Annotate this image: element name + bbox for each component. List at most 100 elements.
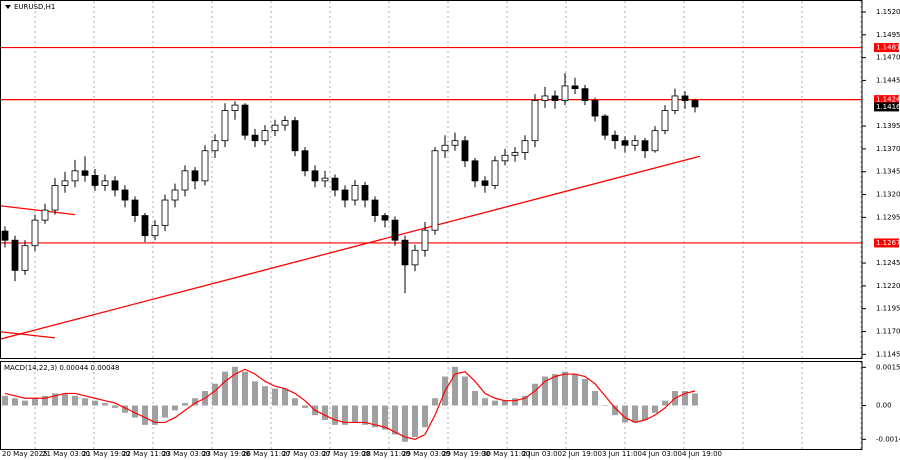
macd-histogram-bar — [72, 395, 78, 406]
candle-body — [151, 225, 159, 237]
macd-histogram-bar — [572, 374, 578, 406]
macd-histogram-bar — [232, 366, 238, 406]
macd-tick-label: -0.0014 — [876, 435, 900, 443]
candle-body — [421, 229, 429, 251]
candle-body — [541, 95, 549, 101]
macd-histogram-bar — [622, 405, 628, 423]
macd-histogram-bar — [172, 405, 178, 411]
macd-histogram-bar — [132, 405, 138, 418]
x-tick-label: 2 Jun 03:00 — [522, 450, 562, 458]
current-price-label: 1.1416 — [876, 103, 900, 111]
trend-line — [0, 155, 701, 340]
macd-histogram-bar — [62, 393, 68, 406]
macd-histogram-bar — [632, 405, 638, 423]
y-tick-label: 1.1245 — [876, 259, 900, 267]
candle-body — [1, 230, 9, 241]
candle-body — [641, 140, 649, 152]
candle-body — [661, 110, 669, 132]
candle-body — [381, 215, 389, 221]
macd-histogram-bar — [192, 398, 198, 406]
macd-tick-label: 0.00 — [876, 402, 892, 410]
candle-body — [141, 215, 149, 237]
candle-body — [331, 177, 339, 191]
macd-histogram-bar — [292, 398, 298, 406]
candle-body — [341, 189, 349, 201]
macd-histogram-bar — [492, 400, 498, 406]
x-tick-label: 4 Jun 03:00 — [642, 450, 682, 458]
x-tick-label: 29 May 03:00 — [402, 450, 450, 458]
level-price-box — [874, 43, 899, 53]
macd-histogram-bar — [112, 405, 118, 408]
candle-body — [491, 160, 499, 186]
macd-histogram-bar — [412, 405, 418, 437]
macd-histogram-bar — [472, 391, 478, 406]
x-tick-label: 4 Jun 19:00 — [682, 450, 722, 458]
candle-body — [361, 185, 369, 201]
candle-body — [631, 140, 639, 146]
candle-body — [311, 170, 319, 182]
macd-histogram-bar — [252, 381, 258, 406]
y-tick-label: 1.1170 — [876, 328, 900, 336]
macd-histogram-bar — [302, 405, 308, 408]
macd-histogram-bar — [182, 403, 188, 406]
macd-histogram-bar — [42, 395, 48, 406]
candle-body — [291, 120, 299, 152]
macd-histogram-bar — [262, 386, 268, 406]
candle-body — [201, 150, 209, 182]
macd-histogram-bar — [692, 393, 698, 406]
y-tick-label: 1.1495 — [876, 31, 900, 39]
macd-histogram-bar — [12, 398, 18, 406]
candle-body — [511, 152, 519, 156]
y-tick-label: 1.1195 — [876, 305, 900, 313]
chart-title: EURUSD,H1 — [14, 3, 55, 11]
candle-body — [171, 189, 179, 201]
macd-histogram-bar — [562, 371, 568, 406]
x-tick-label: 21 May 19:00 — [82, 450, 130, 458]
y-tick-label: 1.1470 — [876, 54, 900, 62]
price-panel — [0, 46, 862, 340]
macd-histogram-bar — [612, 405, 618, 416]
candle-body — [31, 219, 39, 247]
x-tick-label: 29 May 19:00 — [442, 450, 490, 458]
y-tick-label: 1.1145 — [876, 350, 900, 358]
candle-body — [81, 170, 89, 176]
macd-histogram-bar — [392, 405, 398, 435]
candle-body — [391, 219, 399, 241]
macd-histogram-bar — [272, 388, 278, 406]
candle-body — [191, 170, 199, 182]
x-tick-label: 23 May 19:00 — [202, 450, 250, 458]
y-tick-label: 1.1345 — [876, 168, 900, 176]
candle-body — [441, 144, 449, 152]
macd-histogram-bar — [342, 405, 348, 425]
candle-body — [71, 170, 79, 182]
macd-histogram-bar — [22, 400, 28, 406]
candle-body — [401, 239, 409, 266]
candle-body — [121, 189, 129, 201]
macd-histogram-bar — [282, 388, 288, 406]
macd-histogram-bar — [522, 395, 528, 406]
x-tick-label: 28 May 11:00 — [362, 450, 410, 458]
macd-histogram-bar — [92, 400, 98, 406]
candle-body — [21, 245, 29, 271]
macd-histogram-bar — [682, 391, 688, 406]
candle-body — [261, 130, 269, 142]
current-price-box — [874, 102, 899, 112]
y-tick-label: 1.1395 — [876, 122, 900, 130]
macd-histogram-bar — [372, 405, 378, 428]
candle-body — [41, 209, 49, 221]
x-tick-label: 20 May 2025 — [2, 450, 48, 458]
x-tick-label: 30 May 11:00 — [482, 450, 530, 458]
candle-body — [471, 160, 479, 182]
macd-histogram-bar — [462, 376, 468, 406]
candle-body — [321, 177, 329, 182]
macd-histogram-bar — [582, 378, 588, 406]
symbol-menu-icon[interactable] — [5, 5, 11, 9]
x-tick-label: 22 May 11:00 — [122, 450, 170, 458]
candle-body — [621, 140, 629, 146]
price-frame — [0, 0, 863, 359]
y-tick-label: 1.1520 — [876, 8, 900, 16]
macd-histogram-bar — [152, 405, 158, 425]
macd-histogram-bar — [642, 405, 648, 420]
x-tick-label: 27 May 19:00 — [322, 450, 370, 458]
candle-body — [91, 174, 99, 186]
